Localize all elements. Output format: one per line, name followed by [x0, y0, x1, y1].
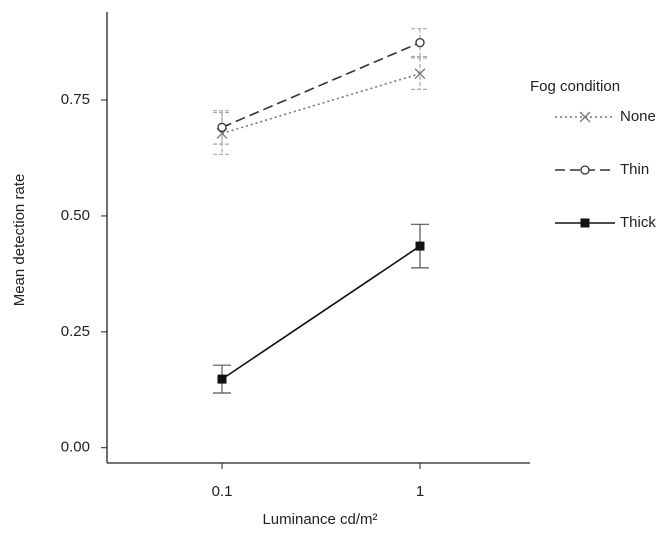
series-line — [221, 41, 421, 129]
y-tick-label: 0.00 — [61, 439, 90, 456]
y-tick-label: 0.75 — [61, 91, 90, 108]
legend-label: Thick — [620, 214, 656, 231]
y-tick-label: 0.25 — [61, 323, 90, 340]
y-tick-label: 0.50 — [61, 207, 90, 224]
legend-marker — [580, 218, 590, 228]
y-axis-label: Mean detection rate — [11, 174, 28, 307]
marker — [414, 68, 426, 80]
x-tick-label: 0.1 — [212, 483, 233, 500]
marker — [217, 374, 227, 384]
marker — [217, 122, 227, 133]
series-line — [221, 72, 421, 135]
legend-label: Thin — [620, 161, 649, 178]
x-tick-label: 1 — [416, 483, 424, 500]
marker — [415, 241, 425, 251]
error-bar — [213, 110, 231, 145]
series-line — [221, 245, 421, 380]
x-axis-label: Luminance cd/m² — [262, 511, 377, 528]
marker — [415, 37, 425, 48]
legend-marker — [580, 165, 590, 175]
legend-label: None — [620, 108, 656, 125]
legend-title: Fog condition — [530, 78, 620, 95]
legend-marker — [579, 111, 591, 123]
